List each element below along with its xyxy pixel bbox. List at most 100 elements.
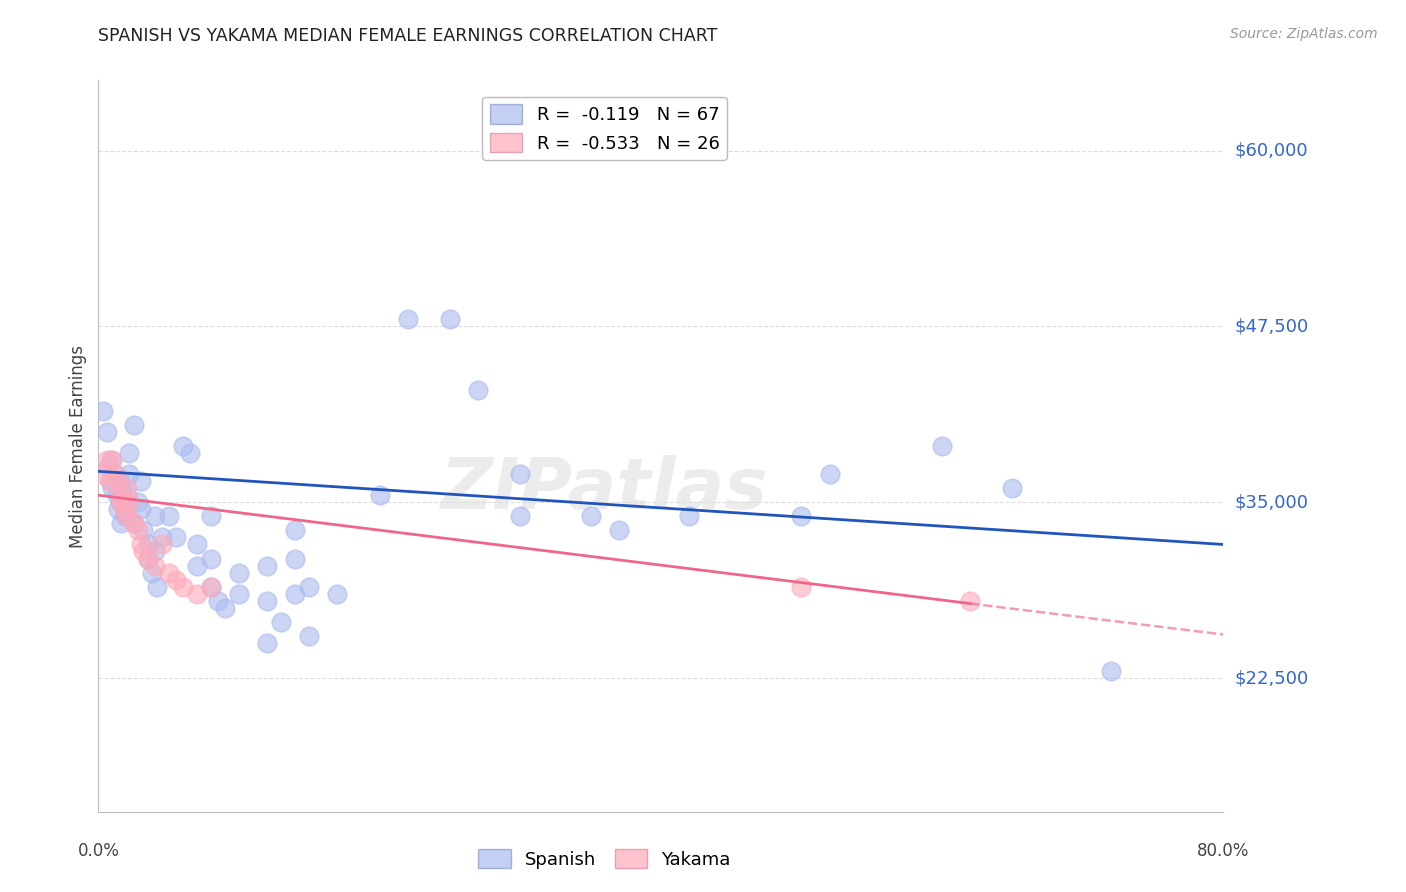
Point bbox=[298, 580, 321, 594]
Point bbox=[91, 467, 114, 482]
Point bbox=[1001, 481, 1024, 495]
Point bbox=[165, 530, 187, 544]
Point bbox=[127, 495, 149, 509]
Point bbox=[150, 530, 173, 544]
Point bbox=[207, 593, 229, 607]
Point bbox=[122, 516, 145, 531]
Point bbox=[678, 509, 700, 524]
Point bbox=[256, 593, 278, 607]
Point bbox=[118, 467, 141, 482]
Point bbox=[228, 587, 250, 601]
Point bbox=[97, 460, 120, 475]
Point bbox=[931, 439, 953, 453]
Point bbox=[112, 495, 135, 509]
Point bbox=[1099, 664, 1122, 678]
Point bbox=[579, 509, 602, 524]
Point bbox=[122, 516, 145, 531]
Point bbox=[186, 558, 208, 573]
Text: Source: ZipAtlas.com: Source: ZipAtlas.com bbox=[1230, 27, 1378, 41]
Point bbox=[270, 615, 292, 629]
Point bbox=[326, 587, 349, 601]
Point bbox=[132, 524, 155, 538]
Point bbox=[172, 580, 194, 594]
Point bbox=[298, 629, 321, 643]
Point bbox=[157, 566, 180, 580]
Text: 80.0%: 80.0% bbox=[1197, 842, 1250, 860]
Text: 0.0%: 0.0% bbox=[77, 842, 120, 860]
Point bbox=[127, 524, 149, 538]
Point bbox=[256, 558, 278, 573]
Point bbox=[98, 474, 121, 488]
Point bbox=[129, 474, 152, 488]
Point bbox=[108, 474, 131, 488]
Point bbox=[186, 537, 208, 551]
Point bbox=[165, 573, 187, 587]
Point bbox=[129, 537, 152, 551]
Point bbox=[607, 524, 630, 538]
Point bbox=[111, 481, 134, 495]
Point bbox=[104, 467, 127, 482]
Point bbox=[439, 312, 461, 326]
Point bbox=[150, 537, 173, 551]
Point bbox=[115, 481, 138, 495]
Text: SPANISH VS YAKAMA MEDIAN FEMALE EARNINGS CORRELATION CHART: SPANISH VS YAKAMA MEDIAN FEMALE EARNINGS… bbox=[98, 27, 718, 45]
Point bbox=[396, 312, 419, 326]
Text: ZIPatlas: ZIPatlas bbox=[441, 456, 768, 524]
Y-axis label: Median Female Earnings: Median Female Earnings bbox=[69, 344, 87, 548]
Point bbox=[107, 502, 129, 516]
Point bbox=[108, 488, 131, 502]
Point bbox=[790, 580, 813, 594]
Point bbox=[172, 439, 194, 453]
Point bbox=[200, 580, 222, 594]
Point bbox=[114, 509, 136, 524]
Point bbox=[200, 551, 222, 566]
Text: $35,000: $35,000 bbox=[1234, 493, 1309, 511]
Point bbox=[509, 509, 531, 524]
Point bbox=[112, 502, 135, 516]
Point bbox=[98, 474, 121, 488]
Text: $22,500: $22,500 bbox=[1234, 669, 1309, 687]
Point bbox=[96, 453, 118, 467]
Point bbox=[129, 502, 152, 516]
Point bbox=[143, 558, 166, 573]
Point bbox=[200, 509, 222, 524]
Point bbox=[105, 488, 128, 502]
Point bbox=[959, 593, 981, 607]
Point bbox=[118, 446, 141, 460]
Point bbox=[107, 474, 129, 488]
Point bbox=[101, 481, 124, 495]
Point bbox=[509, 467, 531, 482]
Point bbox=[100, 453, 122, 467]
Point bbox=[228, 566, 250, 580]
Point bbox=[186, 587, 208, 601]
Point bbox=[467, 383, 489, 397]
Point bbox=[284, 587, 307, 601]
Point bbox=[284, 551, 307, 566]
Point bbox=[157, 509, 180, 524]
Point bbox=[200, 580, 222, 594]
Point bbox=[115, 509, 138, 524]
Point bbox=[179, 446, 201, 460]
Point bbox=[141, 566, 163, 580]
Point bbox=[146, 580, 169, 594]
Point bbox=[110, 516, 132, 531]
Text: $60,000: $60,000 bbox=[1234, 142, 1308, 160]
Point bbox=[110, 495, 132, 509]
Legend: Spanish, Yakama: Spanish, Yakama bbox=[471, 841, 738, 876]
Point bbox=[136, 551, 159, 566]
Point bbox=[118, 495, 141, 509]
Point bbox=[143, 544, 166, 558]
Point bbox=[96, 425, 118, 439]
Text: $47,500: $47,500 bbox=[1234, 318, 1309, 335]
Point bbox=[143, 509, 166, 524]
Point bbox=[115, 488, 138, 502]
Point bbox=[818, 467, 841, 482]
Point bbox=[790, 509, 813, 524]
Point bbox=[214, 600, 236, 615]
Point bbox=[132, 544, 155, 558]
Point bbox=[136, 551, 159, 566]
Point bbox=[101, 453, 124, 467]
Point bbox=[284, 524, 307, 538]
Point bbox=[368, 488, 391, 502]
Point bbox=[91, 404, 114, 418]
